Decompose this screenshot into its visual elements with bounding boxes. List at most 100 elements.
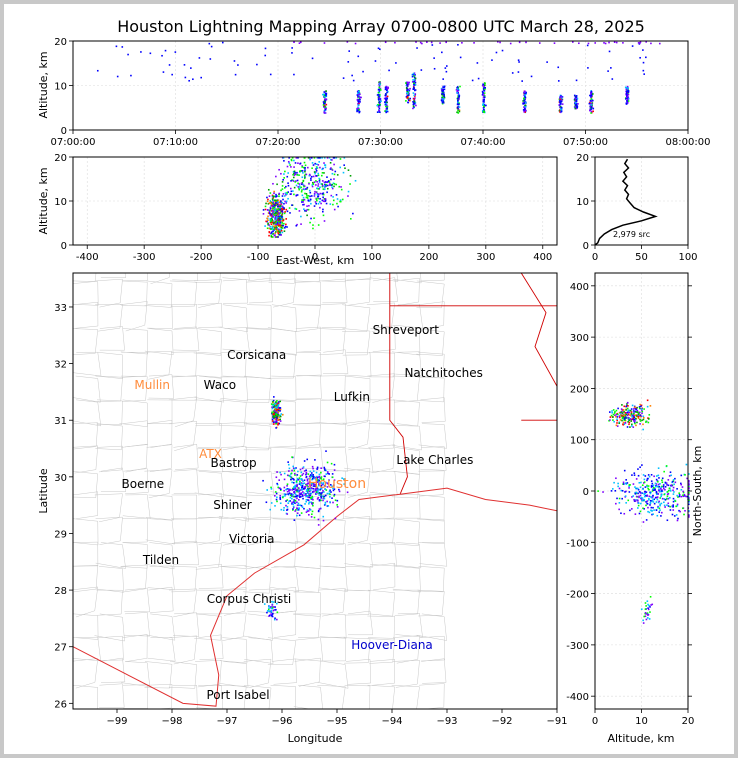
source-point xyxy=(293,478,295,481)
source-point xyxy=(281,220,284,223)
source-point xyxy=(275,236,278,238)
source-point xyxy=(277,206,279,208)
source-point xyxy=(651,496,654,498)
source-point xyxy=(645,504,647,507)
source-point xyxy=(483,88,486,91)
source-point xyxy=(268,231,271,234)
county-line xyxy=(319,542,346,568)
source-point xyxy=(304,176,306,178)
source-point xyxy=(275,476,278,479)
source-point xyxy=(483,84,485,86)
source-point xyxy=(625,502,627,504)
source-point xyxy=(639,415,642,418)
source-point xyxy=(559,96,561,98)
county-line xyxy=(268,445,297,474)
source-point xyxy=(385,111,387,114)
county-line xyxy=(293,542,321,569)
county-line xyxy=(220,352,247,378)
source-point xyxy=(332,199,335,202)
source-point xyxy=(294,173,297,176)
source-point xyxy=(279,400,282,403)
source-point xyxy=(415,104,417,107)
source-point xyxy=(634,422,636,425)
y-tick-label: -200 xyxy=(566,590,589,601)
source-point xyxy=(637,502,640,504)
source-point xyxy=(329,203,332,205)
source-point xyxy=(295,481,298,484)
source-point xyxy=(324,475,326,478)
source-point xyxy=(646,612,649,614)
source-point xyxy=(279,230,281,232)
source-point xyxy=(456,103,459,106)
source-point xyxy=(300,478,303,480)
source-point xyxy=(271,600,273,603)
source-point xyxy=(275,408,277,411)
source-point xyxy=(277,422,280,425)
county-line xyxy=(221,565,247,591)
source-point xyxy=(359,93,361,96)
source-point xyxy=(312,498,314,501)
source-point xyxy=(281,201,283,204)
source-point xyxy=(640,481,642,484)
source-point xyxy=(317,524,320,526)
source-point xyxy=(265,202,267,205)
source-point xyxy=(642,415,645,418)
source-point xyxy=(325,183,327,186)
source-point xyxy=(280,234,282,236)
source-point xyxy=(517,59,520,61)
county-line xyxy=(296,374,322,400)
source-point xyxy=(315,483,317,486)
county-line xyxy=(99,326,125,351)
source-point xyxy=(557,66,560,69)
time-altitude-ticks: 07:00:00 07:10:00 07:20:00 07:30:00 07:40:00… xyxy=(51,37,711,148)
source-point xyxy=(644,486,647,488)
source-point xyxy=(456,97,459,100)
source-point xyxy=(306,484,308,487)
source-point xyxy=(594,42,596,44)
source-point xyxy=(300,504,303,507)
county-line xyxy=(194,470,224,498)
source-point xyxy=(327,505,330,507)
source-point xyxy=(626,98,629,101)
county-line xyxy=(393,542,422,569)
source-point xyxy=(635,408,637,411)
source-point xyxy=(647,607,649,609)
source-point xyxy=(639,497,642,500)
source-point xyxy=(653,498,656,501)
county-line xyxy=(144,613,176,641)
source-point xyxy=(651,496,654,499)
source-point xyxy=(637,492,639,495)
source-point xyxy=(658,489,661,491)
source-point xyxy=(304,209,306,212)
source-point xyxy=(639,486,642,489)
source-point xyxy=(283,195,286,197)
source-point xyxy=(641,464,643,466)
source-point xyxy=(162,71,165,73)
source-point xyxy=(660,494,663,496)
x-tick-label: -100 xyxy=(247,252,270,263)
source-point xyxy=(285,185,287,188)
source-point xyxy=(414,81,417,84)
source-point xyxy=(634,417,637,420)
map-label: Boerne xyxy=(122,477,165,491)
source-point xyxy=(688,487,690,490)
source-point xyxy=(289,496,292,499)
plan-view-axes-box xyxy=(72,272,558,710)
source-point xyxy=(385,96,387,98)
source-point xyxy=(319,481,321,484)
source-point xyxy=(326,461,329,464)
source-point xyxy=(666,484,669,486)
y-tick-label: 100 xyxy=(570,436,589,447)
county-line xyxy=(418,423,448,449)
source-point xyxy=(590,94,593,96)
source-point xyxy=(553,42,556,44)
source-point xyxy=(637,415,640,418)
source-point xyxy=(615,477,617,480)
source-point xyxy=(270,614,273,617)
source-point xyxy=(644,492,647,495)
source-point xyxy=(575,99,578,101)
source-point xyxy=(322,101,325,103)
county-line xyxy=(73,422,99,450)
county-line xyxy=(417,375,445,403)
source-point xyxy=(312,183,315,185)
